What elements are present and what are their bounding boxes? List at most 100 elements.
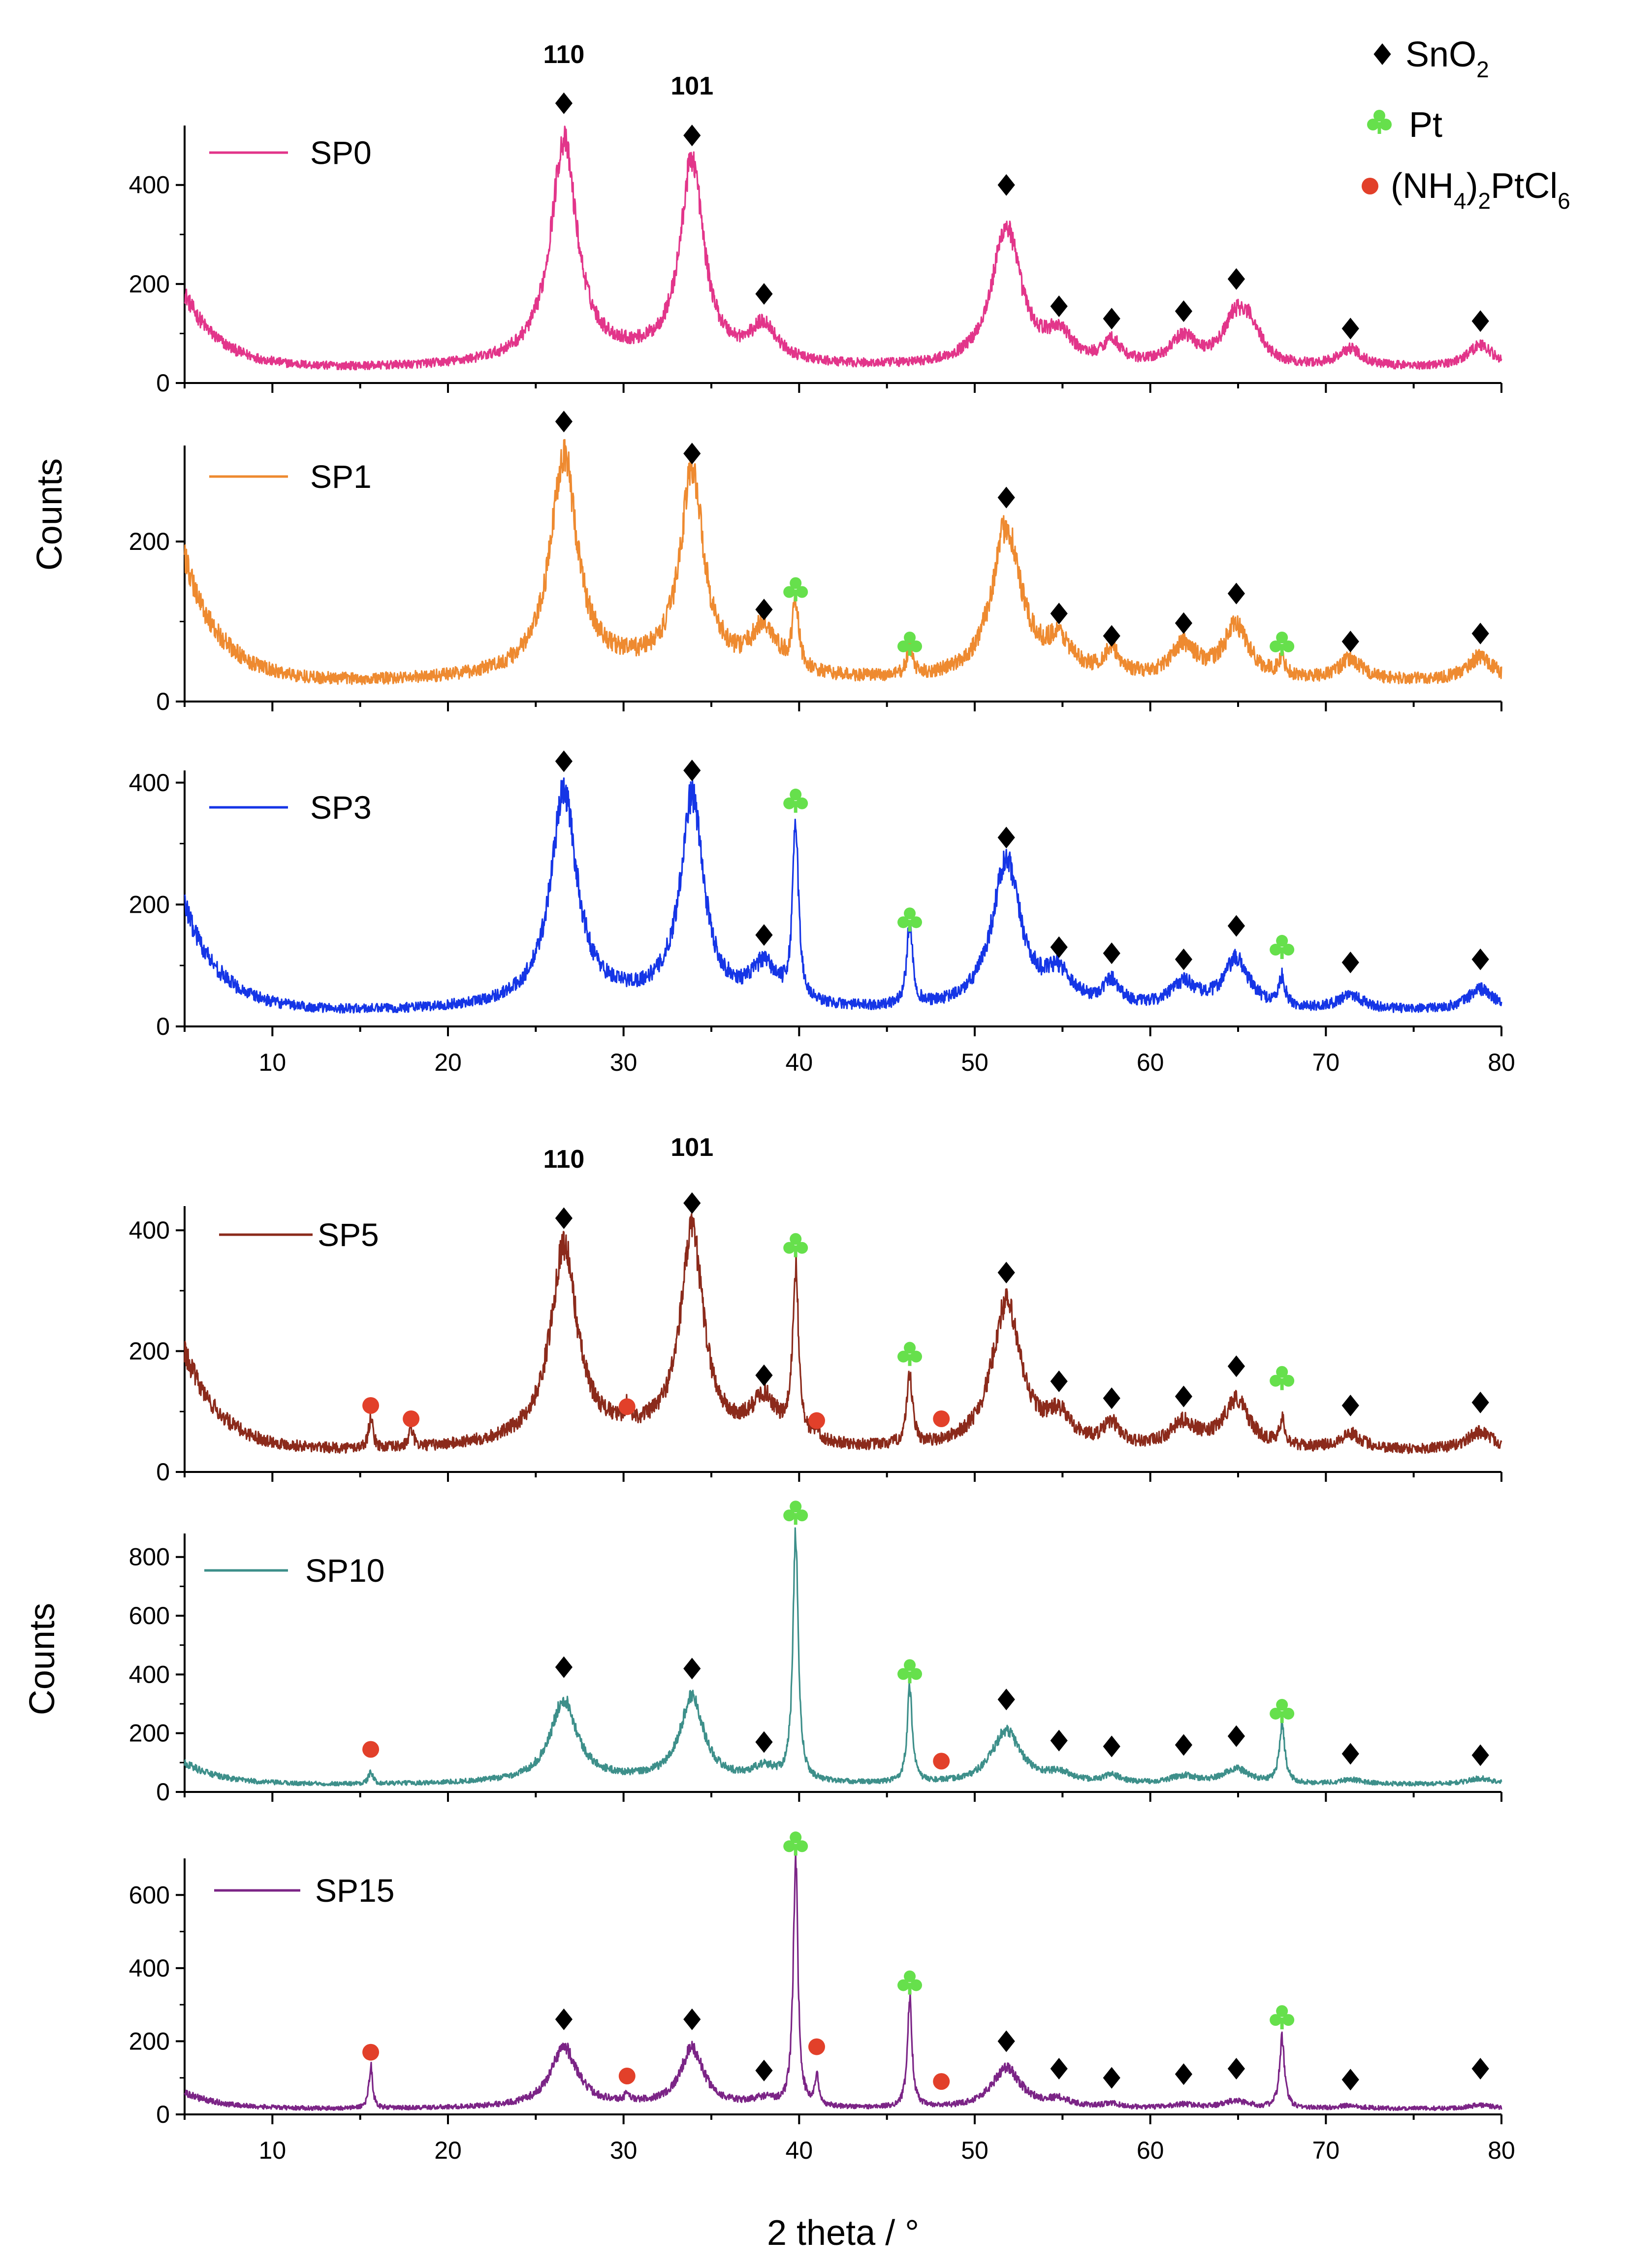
- sno2-marker: [1227, 2058, 1245, 2080]
- pt-marker: [897, 1342, 923, 1366]
- y-tick-label: 0: [156, 2101, 170, 2128]
- sno2-marker: [555, 2008, 573, 2030]
- legend: SnO2 Pt (NH4)2PtCl6: [1362, 35, 1570, 214]
- legend-sno2-symbol: [1373, 43, 1391, 65]
- nh4-ptcl6-marker: [618, 2068, 636, 2084]
- nh4-ptcl6-marker: [362, 1741, 380, 1758]
- nh4-ptcl6-marker: [618, 1398, 636, 1415]
- y-tick-label: 400: [129, 171, 170, 199]
- sno2-marker: [1341, 952, 1359, 973]
- pt-marker: [1270, 632, 1295, 656]
- sno2-marker: [1471, 1744, 1489, 1766]
- x-tick-label: 70: [1312, 1049, 1340, 1076]
- x-tick-label: 50: [961, 1049, 988, 1076]
- series-label: SP3: [310, 789, 372, 826]
- pt-marker: [1270, 2005, 1295, 2030]
- pt-marker: [897, 907, 923, 932]
- sno2-marker: [997, 1689, 1015, 1711]
- sno2-marker: [1227, 268, 1245, 290]
- sno2-marker: [1103, 1735, 1120, 1757]
- hkl-label-110: 110: [543, 40, 584, 69]
- y-tick-label: 0: [156, 688, 170, 715]
- series-label: SP5: [318, 1216, 379, 1253]
- y-tick-label: 600: [129, 1881, 170, 1909]
- nh4-ptcl6-marker: [933, 1753, 950, 1770]
- y-tick-label: 200: [129, 2027, 170, 2055]
- sno2-marker: [755, 924, 773, 946]
- sno2-marker: [1103, 625, 1120, 647]
- pt-marker: [783, 788, 808, 813]
- nh4-ptcl6-marker: [933, 2073, 950, 2090]
- sno2-marker: [555, 1656, 573, 1678]
- x-tick-label: 20: [434, 1049, 462, 1076]
- y-tick-label: 400: [129, 1216, 170, 1244]
- sno2-marker: [1471, 948, 1489, 970]
- sno2-marker: [555, 1207, 573, 1229]
- y-tick-label: 200: [129, 270, 170, 298]
- y-tick-label: 200: [129, 891, 170, 918]
- x-tick-label: 10: [259, 2137, 287, 2164]
- sno2-marker: [683, 1192, 701, 1214]
- legend-sno2-label: SnO2: [1405, 35, 1489, 82]
- x-tick-label: 80: [1488, 2137, 1515, 2164]
- sno2-marker: [1175, 1734, 1193, 1756]
- sno2-marker: [1175, 300, 1193, 322]
- sno2-marker: [1341, 318, 1359, 340]
- pt-marker: [783, 1233, 808, 1257]
- sno2-marker: [555, 750, 573, 772]
- y-axis-title-bottom: Counts: [23, 1603, 62, 1715]
- y-tick-label: 0: [156, 1458, 170, 1486]
- x-tick-label: 60: [1137, 1049, 1164, 1076]
- sno2-marker: [1103, 308, 1120, 330]
- series-line-sp5: [184, 1213, 1502, 1454]
- sno2-marker: [1341, 1395, 1359, 1416]
- sno2-marker: [1341, 2069, 1359, 2091]
- nh4-ptcl6-marker: [362, 2044, 380, 2061]
- y-tick-label: 200: [129, 1720, 170, 1747]
- sno2-marker: [755, 1731, 773, 1753]
- y-axis-title-top: Counts: [30, 458, 69, 571]
- sno2-marker: [1471, 2058, 1489, 2080]
- legend-nh4-ptcl6-symbol: [1362, 178, 1378, 194]
- series-line-sp1: [184, 439, 1502, 685]
- sno2-marker: [755, 599, 773, 621]
- legend-pt-symbol: [1367, 110, 1392, 134]
- y-tick-label: 0: [156, 1778, 170, 1806]
- sno2-marker: [755, 1364, 773, 1386]
- sno2-marker: [1103, 2067, 1120, 2089]
- x-tick-label: 70: [1312, 2137, 1340, 2164]
- series-line-sp3: [184, 777, 1502, 1014]
- sno2-marker: [1050, 1370, 1068, 1392]
- sno2-marker: [683, 125, 701, 147]
- sno2-marker: [755, 283, 773, 305]
- pt-marker: [1270, 935, 1295, 959]
- sno2-marker: [1175, 2063, 1193, 2085]
- sno2-marker: [1471, 310, 1489, 332]
- y-tick-label: 200: [129, 1338, 170, 1365]
- pt-marker: [783, 1831, 808, 1856]
- x-tick-label: 40: [786, 1049, 813, 1076]
- panel-sp15: 0 200 400 600 10 20 30 40 50 60 70 80 SP15: [129, 1831, 1515, 2164]
- pt-marker: [897, 1970, 923, 1995]
- nh4-ptcl6-marker: [403, 1410, 420, 1427]
- sno2-marker: [1471, 622, 1489, 644]
- y-tick-label: 200: [129, 528, 170, 555]
- x-tick-label: 40: [786, 2137, 813, 2164]
- sno2-marker: [1175, 1385, 1193, 1407]
- panel-sp5: 0 200 400 SP5: [129, 1192, 1502, 1486]
- x-tick-label: 50: [961, 2137, 988, 2164]
- nh4-ptcl6-marker: [808, 1412, 825, 1429]
- legend-pt-label: Pt: [1409, 105, 1442, 145]
- nh4-ptcl6-marker: [808, 2038, 825, 2055]
- sno2-marker: [1227, 1725, 1245, 1747]
- pt-marker: [1270, 1366, 1295, 1390]
- x-tick-label: 80: [1488, 1049, 1515, 1076]
- x-tick-label: 20: [434, 2137, 462, 2164]
- sno2-marker: [1050, 603, 1068, 625]
- y-tick-label: 0: [156, 1013, 170, 1040]
- panel-sp3: 0 200 400 10 20 30 40 50 60 70 80 SP3: [129, 750, 1515, 1076]
- y-tick-label: 800: [129, 1543, 170, 1571]
- series-line-sp10: [184, 1527, 1502, 1787]
- sno2-marker: [555, 411, 573, 433]
- y-tick-label: 600: [129, 1602, 170, 1629]
